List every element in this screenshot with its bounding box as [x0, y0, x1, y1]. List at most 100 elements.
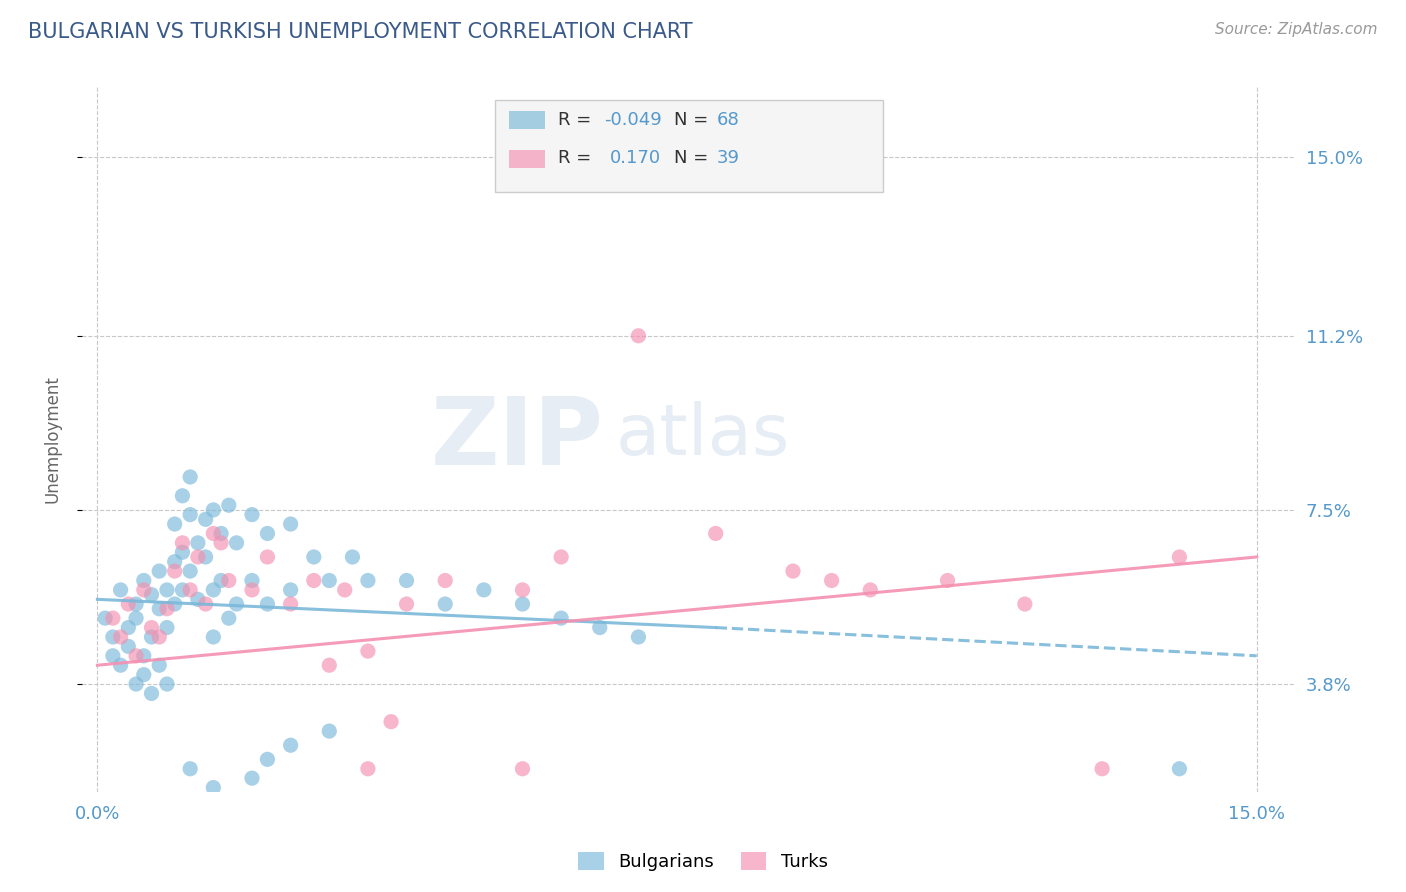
Text: 39: 39 [717, 149, 740, 168]
Point [172, 545, 194, 559]
Text: atlas: atlas [616, 401, 790, 470]
Point [395, 574, 418, 588]
Point [434, 597, 457, 611]
Y-axis label: Unemployment: Unemployment [44, 376, 60, 503]
Point [627, 328, 650, 343]
Point [302, 574, 325, 588]
Point [132, 574, 155, 588]
Point [333, 582, 356, 597]
Text: ZIP: ZIP [430, 393, 603, 485]
Point [225, 536, 247, 550]
Point [512, 582, 534, 597]
Point [110, 658, 132, 673]
Point [380, 714, 402, 729]
Point [156, 582, 179, 597]
Point [141, 686, 163, 700]
Point [163, 564, 186, 578]
Point [148, 658, 170, 673]
Point [256, 526, 278, 541]
Point [202, 630, 225, 644]
Point [141, 630, 163, 644]
Point [209, 574, 232, 588]
Point [179, 762, 201, 776]
FancyBboxPatch shape [495, 101, 883, 193]
Point [318, 724, 340, 739]
Point [218, 498, 240, 512]
Point [318, 658, 340, 673]
Point [280, 582, 302, 597]
Point [163, 555, 186, 569]
Point [187, 536, 209, 550]
FancyBboxPatch shape [509, 112, 546, 128]
Point [179, 470, 201, 484]
Point [101, 611, 124, 625]
Point [225, 597, 247, 611]
Point [172, 582, 194, 597]
Point [148, 564, 170, 578]
Point [357, 644, 380, 658]
Point [148, 630, 170, 644]
Point [240, 574, 263, 588]
Point [342, 549, 364, 564]
Legend: Bulgarians, Turks: Bulgarians, Turks [571, 846, 835, 879]
Point [187, 549, 209, 564]
Point [1168, 549, 1191, 564]
Text: 68: 68 [717, 111, 740, 128]
Point [1168, 762, 1191, 776]
Text: BULGARIAN VS TURKISH UNEMPLOYMENT CORRELATION CHART: BULGARIAN VS TURKISH UNEMPLOYMENT CORREL… [28, 22, 693, 42]
Text: -0.049: -0.049 [603, 111, 661, 128]
Point [117, 597, 139, 611]
Point [194, 549, 217, 564]
Text: 0.170: 0.170 [610, 149, 661, 168]
Point [141, 621, 163, 635]
Point [179, 582, 201, 597]
Point [101, 630, 124, 644]
Point [156, 601, 179, 615]
Point [704, 526, 727, 541]
Point [550, 611, 572, 625]
Point [395, 597, 418, 611]
Point [357, 574, 380, 588]
Point [179, 564, 201, 578]
Point [187, 592, 209, 607]
Point [194, 512, 217, 526]
Point [782, 564, 804, 578]
Text: N =: N = [673, 111, 714, 128]
Text: N =: N = [673, 149, 714, 168]
Point [209, 536, 232, 550]
Point [163, 597, 186, 611]
Point [302, 549, 325, 564]
Point [101, 648, 124, 663]
Point [256, 549, 278, 564]
Point [141, 588, 163, 602]
Point [512, 597, 534, 611]
Point [256, 752, 278, 766]
Point [1014, 597, 1036, 611]
Point [240, 582, 263, 597]
Point [434, 574, 457, 588]
Point [202, 503, 225, 517]
Point [148, 601, 170, 615]
Point [280, 516, 302, 531]
Point [256, 597, 278, 611]
Point [110, 582, 132, 597]
Text: Source: ZipAtlas.com: Source: ZipAtlas.com [1215, 22, 1378, 37]
Point [240, 508, 263, 522]
Text: R =: R = [558, 149, 596, 168]
Point [172, 489, 194, 503]
Point [240, 771, 263, 785]
Point [125, 597, 148, 611]
Point [194, 597, 217, 611]
Point [179, 508, 201, 522]
Point [117, 621, 139, 635]
Point [132, 582, 155, 597]
Point [218, 611, 240, 625]
Point [156, 677, 179, 691]
Point [172, 536, 194, 550]
Point [202, 780, 225, 795]
Point [550, 549, 572, 564]
Point [125, 677, 148, 691]
Point [936, 574, 959, 588]
Point [117, 640, 139, 654]
Point [589, 621, 612, 635]
